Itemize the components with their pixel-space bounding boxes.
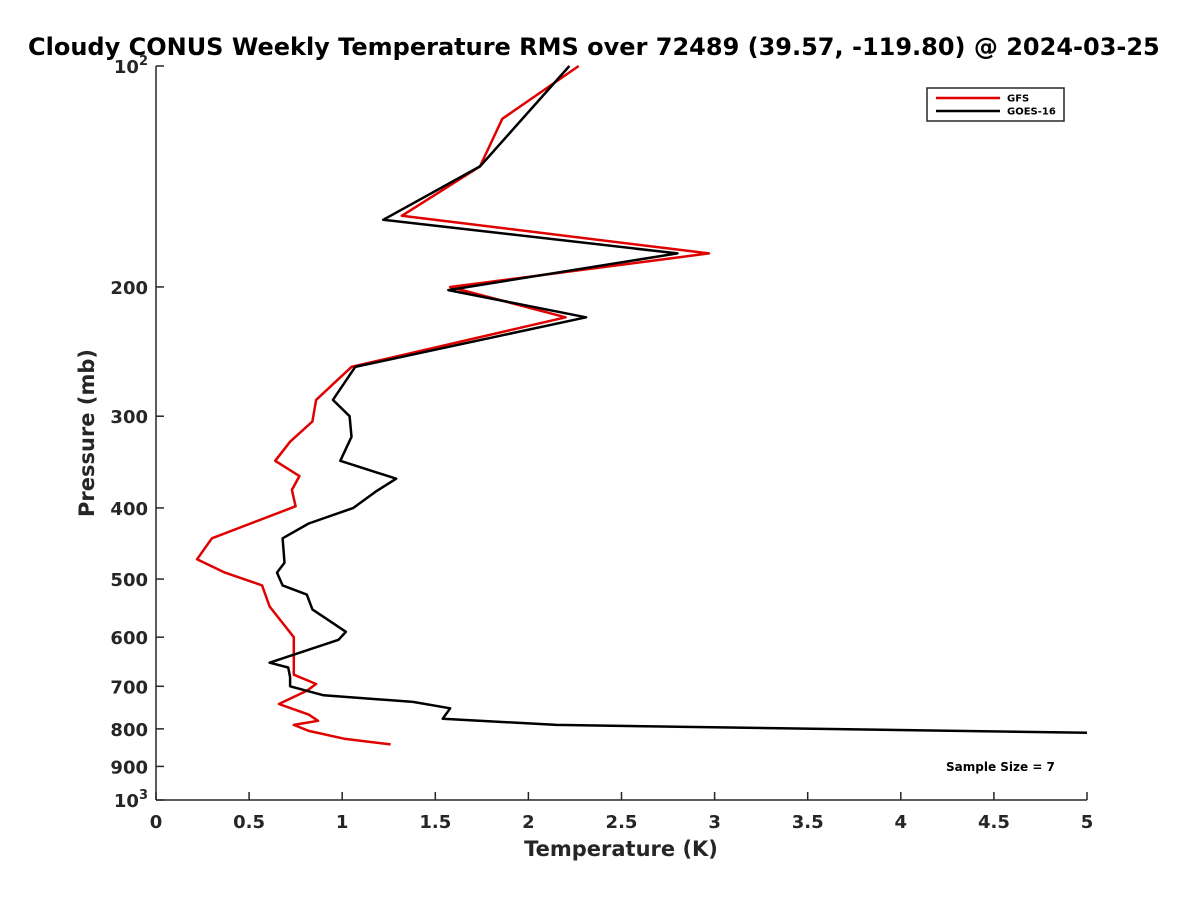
legend: GFS GOES-16 [926,87,1065,122]
x-tick-label: 2 [522,812,535,833]
x-tick-label: 4.5 [978,812,1010,833]
y-tick-label: 800 [110,720,148,741]
y-ticks: 102 200 300 400 500 600 700 800 900 103 [110,54,164,812]
series-line-goes-16 [268,65,1088,735]
chart-title: Cloudy CONUS Weekly Temperature RMS over… [28,33,1160,61]
legend-box [926,87,1065,122]
x-axis-label: Temperature (K) [524,837,718,861]
y-tick-label: 103 [114,788,148,812]
plot-series [195,64,1088,746]
x-tick-label: 5 [1081,812,1094,833]
y-tick-label: 200 [110,278,148,299]
legend-label-goes-16: GOES-16 [1007,107,1056,118]
y-tick-label: 400 [110,499,148,520]
sample-size-annotation: Sample Size = 7 [946,760,1055,774]
y-tick-label: 500 [110,570,148,591]
series-line-gfs [195,64,711,746]
x-tick-label: 3 [708,812,721,833]
x-ticks: 0 0.5 1 1.5 2 2.5 3 3.5 4 4.5 5 [150,792,1094,833]
x-tick-label: 3.5 [792,812,824,833]
legend-label-gfs: GFS [1007,94,1029,105]
x-tick-label: 2.5 [606,812,638,833]
x-tick-label: 0 [150,812,163,833]
y-tick-label: 300 [110,407,148,428]
y-axis-label: Pressure (mb) [75,349,99,517]
y-tick-label: 600 [110,628,148,649]
x-tick-label: 0.5 [233,812,265,833]
y-tick-label: 700 [110,677,148,698]
y-tick-label: 900 [110,757,148,778]
x-tick-label: 4 [895,812,908,833]
x-tick-label: 1.5 [419,812,451,833]
x-tick-label: 1 [336,812,349,833]
y-tick-label: 102 [114,54,148,78]
